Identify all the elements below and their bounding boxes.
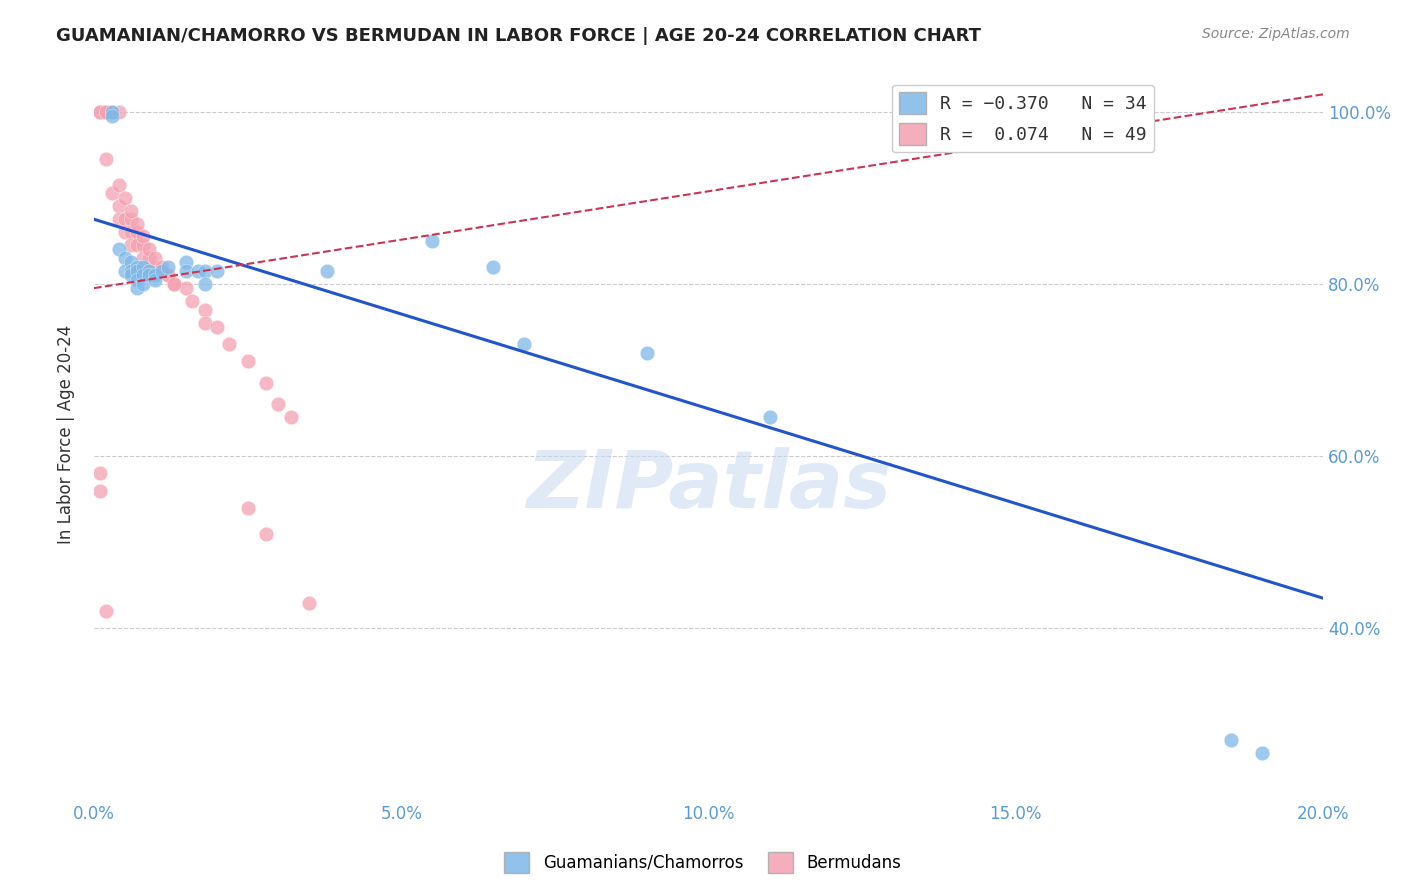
Point [254,526,277,541]
Point [120,212,142,227]
Point [107,212,129,227]
Point [267,397,290,411]
Point [174,281,197,295]
Point [280,410,302,425]
Point [236,354,259,368]
Point [89,483,111,498]
Point [138,264,160,278]
Point [125,225,148,239]
Point [120,225,142,239]
Point [138,268,160,283]
Point [193,264,215,278]
Point [145,268,167,283]
Point [125,264,148,278]
Point [132,268,155,283]
Point [150,260,173,274]
Point [193,277,215,291]
Point [125,217,148,231]
Point [636,345,658,359]
Point [174,264,197,278]
Point [132,277,155,291]
Legend: Guamanians/Chamorros, Bermudans: Guamanians/Chamorros, Bermudans [498,846,908,880]
Point [138,264,160,278]
Point [89,467,111,481]
Point [759,410,782,425]
Point [120,203,142,218]
Point [236,500,259,515]
Point [101,104,124,119]
Point [145,260,167,274]
Point [163,277,186,291]
Point [193,302,215,317]
Text: ZIPatlas: ZIPatlas [526,447,891,524]
Point [114,225,136,239]
Point [156,268,179,283]
Point [1250,746,1272,760]
Point [101,109,124,123]
Point [107,243,129,257]
Point [96,604,118,618]
Point [205,319,228,334]
Point [125,260,148,274]
Point [156,268,179,283]
Point [96,152,118,166]
Point [125,238,148,252]
Point [181,294,204,309]
Point [163,277,186,291]
Point [187,264,209,278]
Point [107,178,129,192]
Point [218,337,240,351]
Point [89,104,111,119]
Point [132,238,155,252]
Point [125,281,148,295]
Point [114,264,136,278]
Point [482,260,505,274]
Point [114,251,136,265]
Point [1219,733,1241,747]
Point [125,272,148,286]
Point [132,260,155,274]
Point [150,264,173,278]
Point [89,104,111,119]
Text: Source: ZipAtlas.com: Source: ZipAtlas.com [1202,27,1350,41]
Point [114,191,136,205]
Point [96,104,118,119]
Point [120,255,142,269]
Point [205,264,228,278]
Point [420,234,443,248]
Point [120,268,142,283]
Point [513,337,536,351]
Point [254,376,277,390]
Point [114,212,136,227]
Point [120,264,142,278]
Point [101,186,124,201]
Point [120,238,142,252]
Point [174,255,197,269]
Point [132,229,155,244]
Point [145,251,167,265]
Point [316,264,339,278]
Point [298,595,321,609]
Point [138,243,160,257]
Point [107,199,129,213]
Point [101,104,124,119]
Point [132,251,155,265]
Point [145,272,167,286]
Legend: R = −0.370   N = 34, R =  0.074   N = 49: R = −0.370 N = 34, R = 0.074 N = 49 [891,85,1154,153]
Point [107,104,129,119]
Point [96,104,118,119]
Y-axis label: In Labor Force | Age 20-24: In Labor Force | Age 20-24 [58,325,75,544]
Text: GUAMANIAN/CHAMORRO VS BERMUDAN IN LABOR FORCE | AGE 20-24 CORRELATION CHART: GUAMANIAN/CHAMORRO VS BERMUDAN IN LABOR … [56,27,981,45]
Point [156,260,179,274]
Point [138,251,160,265]
Point [150,264,173,278]
Point [193,316,215,330]
